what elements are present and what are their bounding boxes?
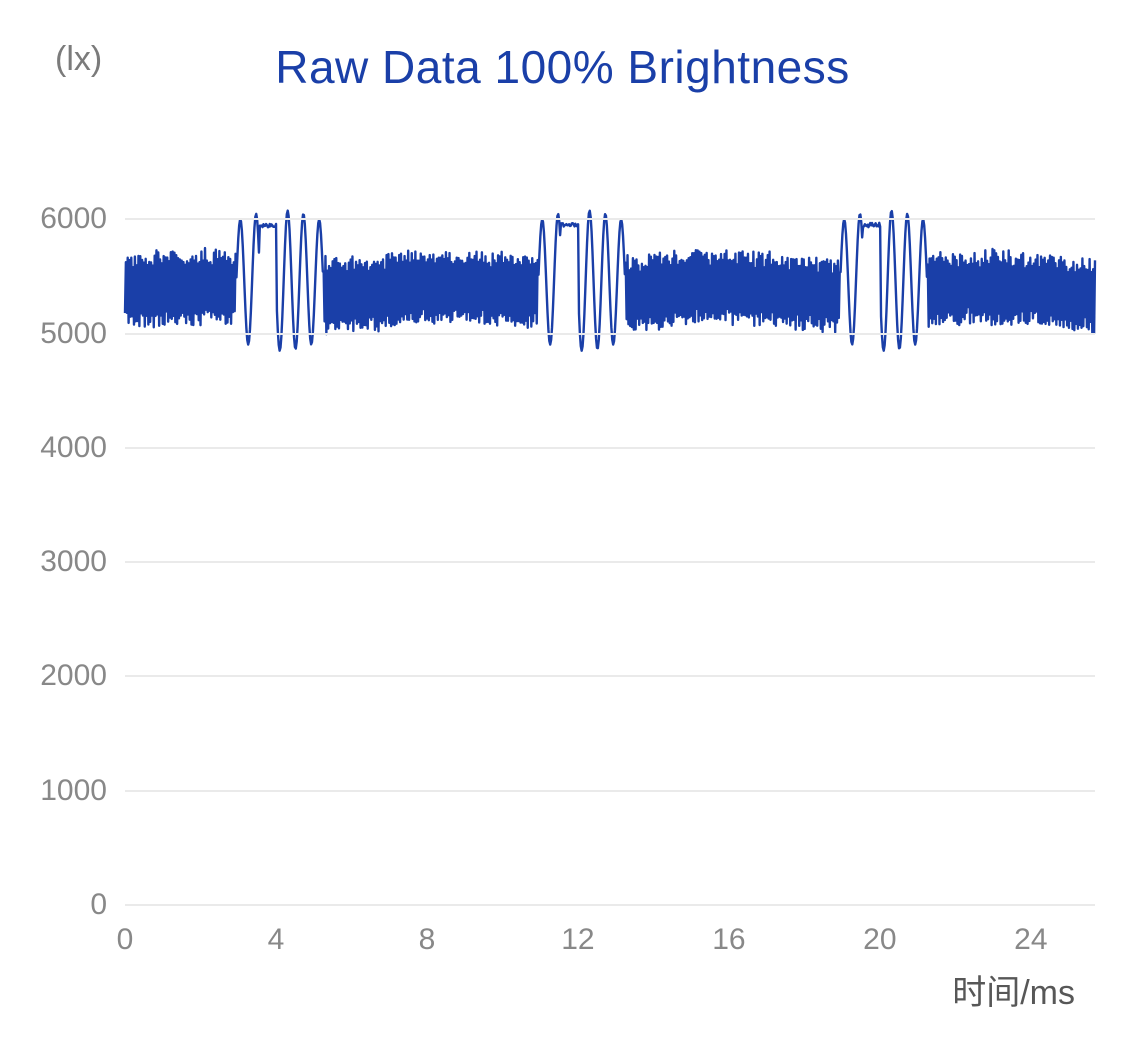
x-axis-label: 时间/ms — [952, 965, 1075, 1014]
y-tick-label: 1000 — [40, 774, 107, 808]
chart-title: Raw Data 100% Brightness — [0, 40, 1125, 94]
gridline — [125, 218, 1095, 220]
series-line — [125, 185, 1095, 905]
y-tick-label: 5000 — [40, 317, 107, 351]
x-tick-label: 24 — [1014, 923, 1047, 957]
plot-area: 时间/ms 0100020003000400050006000048121620… — [125, 185, 1095, 905]
x-tick-label: 8 — [419, 923, 436, 957]
gridline — [125, 561, 1095, 563]
x-tick-label: 12 — [561, 923, 594, 957]
chart-container: (lx) Raw Data 100% Brightness 时间/ms 0100… — [0, 0, 1125, 1040]
x-tick-label: 20 — [863, 923, 896, 957]
gridline — [125, 447, 1095, 449]
y-tick-label: 0 — [90, 888, 107, 922]
x-tick-label: 0 — [117, 923, 134, 957]
gridline — [125, 790, 1095, 792]
y-tick-label: 3000 — [40, 545, 107, 579]
waveform-path — [125, 211, 1095, 351]
gridline — [125, 675, 1095, 677]
y-tick-label: 2000 — [40, 659, 107, 693]
gridline — [125, 333, 1095, 335]
gridline — [125, 904, 1095, 906]
y-tick-label: 4000 — [40, 431, 107, 465]
y-tick-label: 6000 — [40, 202, 107, 236]
x-tick-label: 4 — [268, 923, 285, 957]
x-tick-label: 16 — [712, 923, 745, 957]
